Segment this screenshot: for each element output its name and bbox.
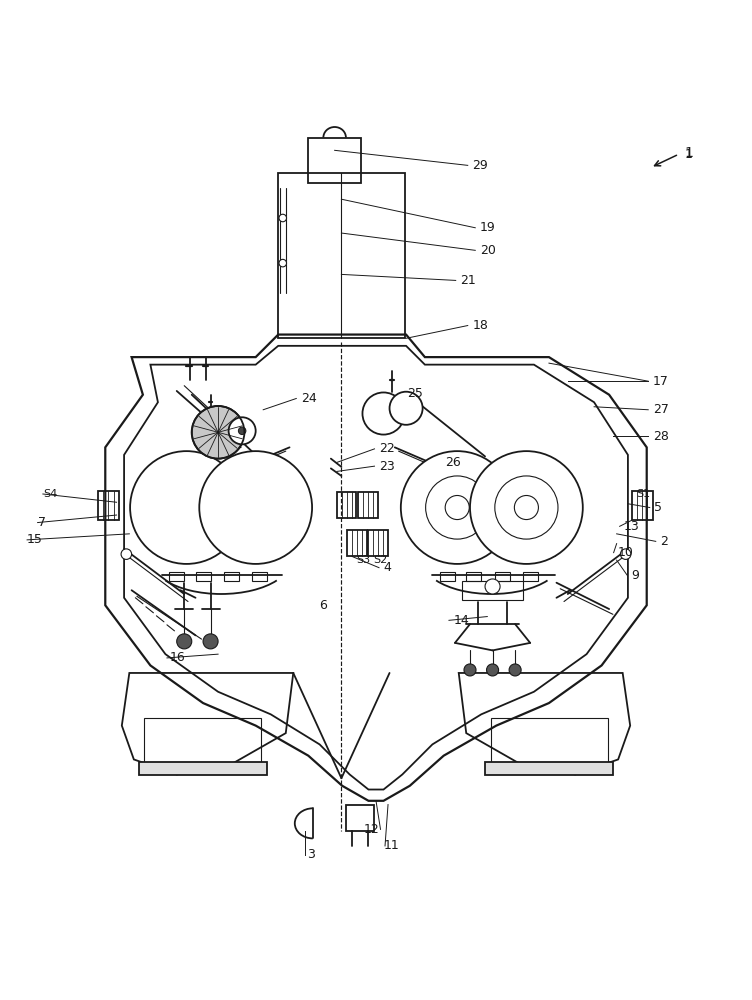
Circle shape	[620, 549, 631, 559]
Bar	[440, 572, 455, 581]
Text: 1: 1	[684, 148, 692, 161]
Bar	[358, 492, 378, 518]
Text: 13: 13	[624, 520, 640, 533]
Circle shape	[487, 664, 499, 676]
Bar	[278, 173, 405, 338]
Circle shape	[401, 451, 514, 564]
Text: 19: 19	[480, 221, 496, 234]
Text: 3: 3	[307, 848, 314, 861]
Text: 15: 15	[27, 533, 43, 546]
Text: 4: 4	[384, 561, 391, 574]
Circle shape	[199, 451, 312, 564]
Bar	[252, 572, 267, 581]
Circle shape	[279, 259, 287, 267]
Circle shape	[426, 476, 489, 539]
Text: 10: 10	[618, 546, 634, 559]
Text: 14: 14	[453, 614, 469, 627]
Text: 21: 21	[460, 274, 476, 287]
Text: S3: S3	[356, 555, 371, 565]
Circle shape	[485, 579, 500, 594]
Text: 7: 7	[38, 516, 46, 529]
Circle shape	[203, 634, 218, 649]
Text: 5: 5	[654, 501, 663, 514]
Text: 27: 27	[653, 403, 669, 416]
Text: 16: 16	[169, 651, 185, 664]
Text: 18: 18	[472, 319, 488, 332]
Text: 17: 17	[653, 375, 669, 388]
Circle shape	[177, 634, 192, 649]
Text: 12: 12	[363, 823, 379, 836]
Bar	[632, 491, 653, 520]
Bar	[346, 805, 374, 831]
Text: 29: 29	[472, 159, 488, 172]
Circle shape	[229, 417, 256, 444]
Bar	[485, 762, 613, 775]
Circle shape	[238, 427, 246, 435]
Text: 28: 28	[653, 430, 669, 443]
Bar	[523, 572, 538, 581]
Circle shape	[470, 451, 583, 564]
Bar	[169, 572, 184, 581]
Circle shape	[121, 549, 132, 559]
Text: 26: 26	[445, 456, 461, 469]
Bar	[98, 491, 119, 520]
Text: 2: 2	[660, 535, 668, 548]
Bar	[337, 492, 356, 518]
Bar	[224, 572, 239, 581]
Circle shape	[192, 406, 244, 459]
Bar	[491, 718, 608, 763]
Text: 25: 25	[408, 387, 423, 400]
Text: 20: 20	[480, 244, 496, 257]
Circle shape	[464, 664, 476, 676]
Circle shape	[445, 495, 469, 520]
Circle shape	[390, 392, 423, 425]
Text: 23: 23	[379, 460, 395, 473]
Bar	[462, 581, 523, 600]
Text: 11: 11	[384, 839, 399, 852]
Text: S2: S2	[374, 555, 388, 565]
Circle shape	[362, 392, 405, 435]
Bar	[144, 718, 261, 763]
Text: 6: 6	[320, 599, 327, 612]
Text: 9: 9	[632, 569, 639, 582]
Circle shape	[495, 476, 558, 539]
Circle shape	[130, 451, 243, 564]
Bar	[139, 762, 267, 775]
Text: 24: 24	[301, 392, 317, 405]
Text: S1: S1	[636, 489, 650, 499]
Text: 22: 22	[379, 442, 395, 455]
Bar	[495, 572, 510, 581]
Bar	[466, 572, 481, 581]
Text: 1: 1	[684, 146, 693, 160]
Circle shape	[509, 664, 521, 676]
Bar	[196, 572, 211, 581]
Bar	[368, 530, 388, 556]
Circle shape	[279, 214, 287, 222]
Bar	[347, 530, 367, 556]
Text: S4: S4	[44, 489, 58, 499]
Circle shape	[514, 495, 538, 520]
Bar	[308, 138, 361, 183]
